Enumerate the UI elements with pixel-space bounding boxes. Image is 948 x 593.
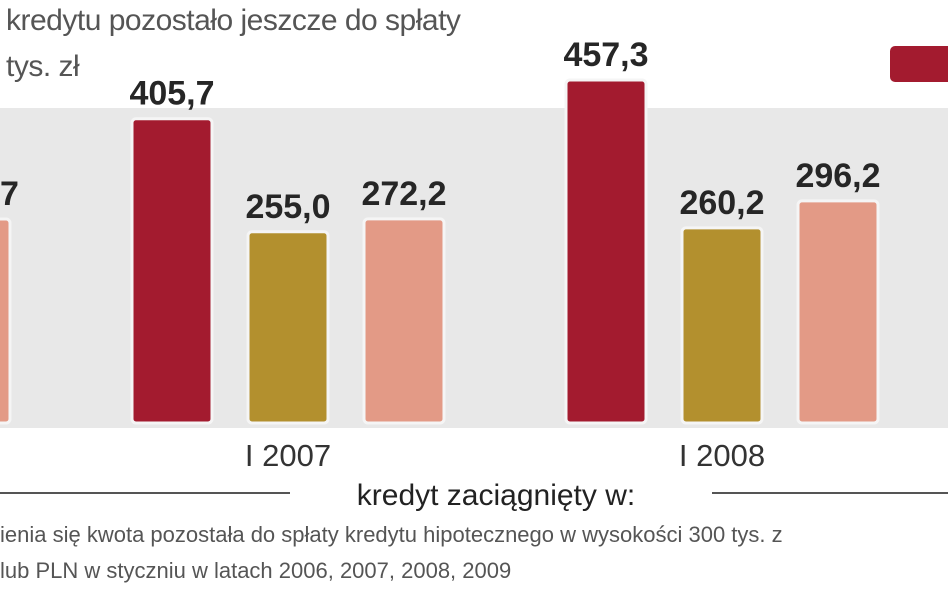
- legend-swatch-series-1: [890, 46, 948, 82]
- category-label: I 2008: [679, 438, 765, 473]
- bar-i-2007-series-1: [130, 117, 214, 425]
- bar-i-2007-series-2: [246, 230, 330, 425]
- value-label: 296,2: [795, 157, 880, 195]
- value-label: 7: [0, 175, 19, 213]
- value-label: 255,0: [245, 188, 330, 226]
- chart-title: kredytu pozostało jeszcze do spłaty: [6, 4, 461, 37]
- value-labels-group: 7 405,7 255,0 272,2 457,3 260,2 296,2: [0, 36, 881, 226]
- bar-i-2008-series-3: [796, 199, 880, 425]
- bars-group: [0, 78, 880, 425]
- value-label: 457,3: [563, 36, 648, 74]
- x-axis-label: kredyt zaciągnięty w:: [357, 479, 635, 512]
- value-label: 260,2: [679, 184, 764, 222]
- value-label: 405,7: [129, 75, 214, 113]
- bar-i-2008-series-2: [680, 226, 764, 425]
- bar-partial-left-edge: [0, 217, 12, 425]
- category-labels-group: I 2007 I 2008: [245, 438, 765, 473]
- category-label: I 2007: [245, 438, 331, 473]
- footnote-line-2: lub PLN w styczniu w latach 2006, 2007, …: [0, 558, 512, 583]
- bar-i-2008-series-1: [564, 78, 648, 425]
- bar-i-2007-series-3: [362, 217, 446, 425]
- footnote-line-1: ienia się kwota pozostała do spłaty kred…: [0, 522, 783, 547]
- chart-unit-label: tys. zł: [6, 50, 80, 83]
- value-label: 272,2: [361, 175, 446, 213]
